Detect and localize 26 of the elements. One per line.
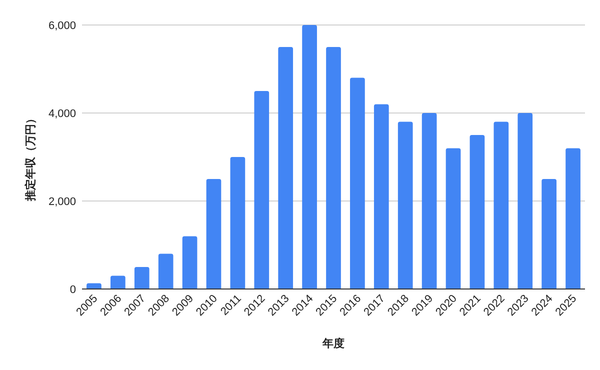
bar	[302, 25, 317, 289]
bar	[374, 104, 389, 289]
bar	[470, 135, 485, 289]
bar	[350, 78, 365, 289]
bar	[278, 47, 294, 289]
y-tick-label: 2,000	[48, 196, 76, 208]
y-axis-title: 推定年収（万円）	[24, 113, 37, 202]
bar	[398, 122, 413, 289]
bar	[494, 122, 509, 289]
x-axis-title: 年度	[322, 337, 344, 350]
bar	[542, 179, 556, 289]
y-tick-label: 4,000	[48, 108, 76, 120]
bar	[566, 148, 580, 289]
bar	[518, 113, 533, 289]
bar	[134, 267, 150, 289]
bar	[158, 254, 174, 289]
y-tick-label: 0	[70, 284, 76, 296]
bar	[422, 113, 437, 289]
bar	[182, 236, 198, 289]
bar	[254, 91, 270, 289]
y-tick-label: 6,000	[48, 20, 76, 32]
bar	[230, 157, 246, 289]
bar	[110, 276, 126, 289]
bar	[206, 179, 222, 289]
bar	[326, 47, 341, 289]
bar	[446, 148, 461, 289]
